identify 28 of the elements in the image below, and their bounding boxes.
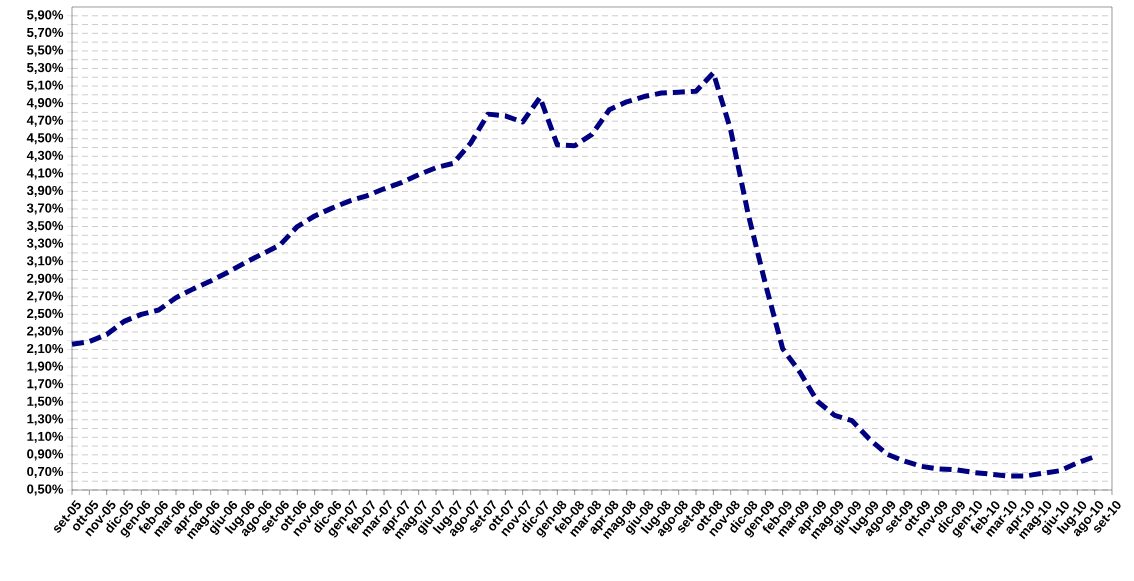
y-tick-label: 5,70% [27, 27, 64, 39]
y-tick-label: 5,30% [27, 62, 64, 75]
y-tick-label: 2,30% [27, 326, 64, 338]
y-tick-label: 1,90% [27, 361, 64, 373]
y-tick-label: 4,90% [26, 98, 64, 110]
y-tick-label: 1,50% [27, 396, 64, 408]
y-tick-label: 3,70% [26, 203, 64, 215]
y-tick-label: 1,10% [27, 431, 64, 443]
y-tick-label: 2,70% [27, 291, 64, 303]
y-tick-label: 1,70% [27, 379, 64, 391]
y-tick-label: 5,50% [27, 45, 64, 57]
y-tick-label: 3,50% [26, 221, 64, 233]
y-tick-label: 2,50% [27, 308, 64, 320]
y-tick-label: 4,70% [26, 115, 64, 127]
y-tick-label: 5,90% [27, 10, 64, 22]
y-tick-label: 2,10% [27, 343, 64, 356]
y-tick-label: 0,50% [27, 484, 64, 496]
y-tick-label: 0,90% [27, 449, 64, 461]
y-tick-label: 4,50% [26, 133, 64, 145]
y-tick-label: 1,30% [27, 414, 64, 426]
y-tick-label: 4,30% [26, 150, 64, 162]
y-tick-label: 5,10% [27, 80, 64, 92]
y-tick-label: 3,90% [26, 185, 64, 197]
y-tick-label: 4,10% [26, 168, 64, 180]
y-tick-label: 3,10% [26, 256, 64, 268]
y-tick-label: 2,90% [27, 273, 64, 285]
y-tick-label: 0,70% [27, 466, 64, 478]
y-tick-label: 3,30% [26, 238, 64, 250]
